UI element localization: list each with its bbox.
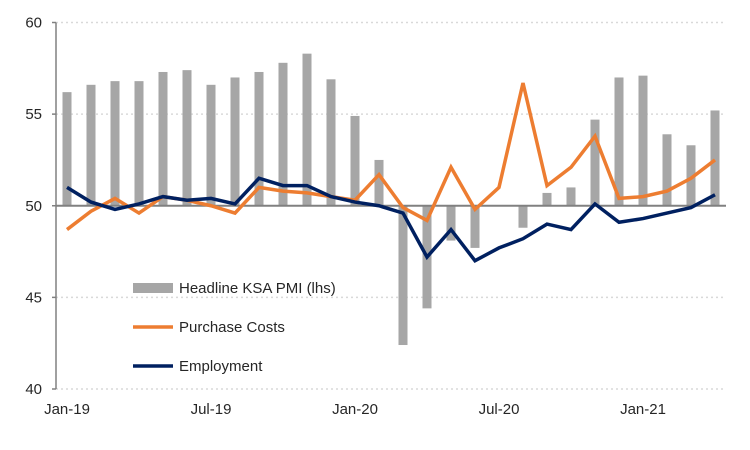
legend: Headline KSA PMI (lhs) Purchase Costs Empl… [133,280,336,375]
bar-jan-21 [638,75,648,206]
line-series [65,82,717,263]
bar-oct-20 [566,187,576,206]
bar-sep-20 [542,192,552,206]
gridlines [56,21,726,390]
bar-jan-20 [350,115,360,206]
bar-apr-21 [710,110,720,206]
line-employment [66,176,716,263]
bar-dec-20 [614,77,624,206]
bar-jun-20 [470,205,480,248]
legend-swatch-bar [133,283,173,293]
y-axis-tick-labels: 40 45 50 55 60 [25,15,42,399]
bar-feb-20 [374,159,384,206]
bar-jan-19 [62,92,72,206]
y-tick-label: 40 [25,381,42,398]
bar-nov-20 [590,119,600,206]
legend-label: Headline KSA PMI (lhs) [179,280,336,297]
bar-may-19 [158,71,168,206]
bar-series-headline-pmi [62,53,720,346]
bar-jun-19 [182,70,192,206]
bar-nov-19 [302,53,312,206]
x-tick-label: Jan-20 [332,401,378,418]
bar-dec-19 [326,79,336,206]
bar-aug-20 [518,205,528,228]
x-tick-label: Jan-19 [44,401,90,418]
bar-apr-19 [134,81,144,206]
x-tick-label: Jul-19 [191,401,232,418]
y-tick-label: 55 [25,106,42,123]
y-tick-label: 45 [25,289,42,306]
bar-may-20 [446,205,456,241]
bar-jul-19 [206,84,216,206]
x-tick-label: Jan-21 [620,401,666,418]
axes [52,21,726,390]
bar-mar-19 [110,81,120,206]
bar-feb-21 [662,134,672,206]
y-tick-label: 50 [25,198,42,215]
x-axis-tick-labels: Jan-19 Jul-19 Jan-20 Jul-20 Jan-21 [44,401,666,418]
bar-mar-20 [398,205,408,346]
x-tick-label: Jul-20 [479,401,520,418]
bar-sep-19 [254,71,264,206]
bar-aug-19 [230,77,240,206]
legend-label: Employment [179,358,263,375]
bar-oct-19 [278,62,288,206]
legend-label: Purchase Costs [179,319,285,336]
bar-feb-19 [86,84,96,206]
y-tick-label: 60 [25,15,42,32]
bar-mar-21 [686,145,696,206]
